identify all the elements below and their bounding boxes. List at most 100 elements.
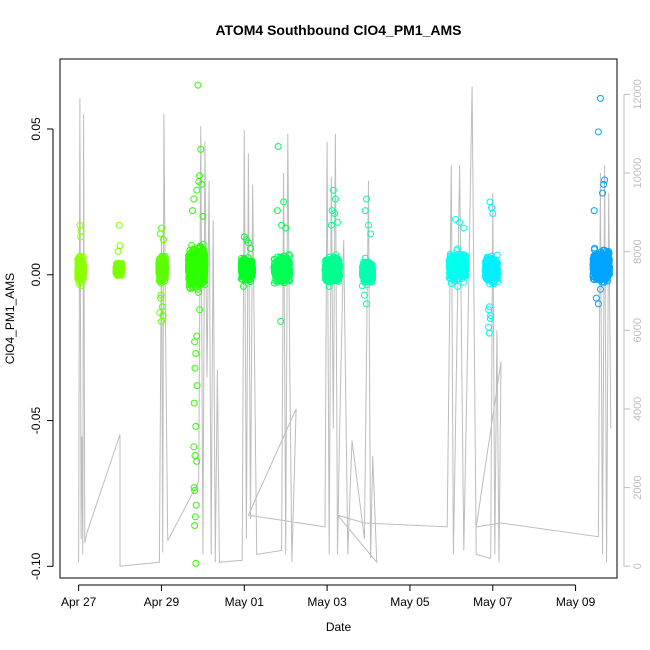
data-point xyxy=(198,180,206,188)
data-point xyxy=(361,207,369,215)
data-point xyxy=(456,266,464,274)
data-point xyxy=(117,260,125,268)
data-point xyxy=(200,263,208,271)
data-point xyxy=(591,244,599,252)
data-point xyxy=(460,224,468,232)
data-point xyxy=(75,280,83,287)
data-point xyxy=(325,282,333,290)
data-point xyxy=(284,265,292,273)
series-10 xyxy=(481,198,502,337)
y-tick-label: 0.00 xyxy=(29,263,43,287)
data-point xyxy=(190,443,198,451)
data-point xyxy=(201,251,209,259)
data-point xyxy=(190,399,198,407)
data-point xyxy=(331,195,339,203)
altitude-tick-label: 8000 xyxy=(632,239,644,263)
data-point xyxy=(193,382,201,390)
data-point xyxy=(360,291,368,299)
data-point xyxy=(191,259,199,267)
data-point xyxy=(192,559,200,567)
series-11 xyxy=(589,94,613,308)
data-point xyxy=(459,256,467,264)
data-point xyxy=(188,241,196,249)
data-point xyxy=(599,246,607,254)
altitude-tick-label: 12000 xyxy=(632,79,644,110)
data-point xyxy=(592,253,600,261)
data-point xyxy=(194,81,202,89)
data-point xyxy=(242,256,249,264)
axes: Apr 27 Apr 29 May 01 May 03 May 05 May 07 May … xyxy=(29,58,644,609)
data-point xyxy=(200,267,208,275)
data-point xyxy=(447,280,455,287)
data-point xyxy=(329,186,337,194)
data-point xyxy=(243,276,251,284)
data-point xyxy=(277,317,285,325)
data-point xyxy=(158,303,166,311)
data-point xyxy=(191,522,199,529)
data-point xyxy=(273,265,281,273)
data-point xyxy=(486,315,494,322)
data-point xyxy=(280,198,288,206)
data-point xyxy=(193,186,201,194)
data-point xyxy=(335,263,343,271)
y-axis-label: ClO4_PM1_AMS xyxy=(3,273,17,364)
data-point xyxy=(247,245,254,252)
data-point xyxy=(596,285,604,293)
data-point xyxy=(598,258,605,266)
data-point xyxy=(446,265,454,273)
data-point xyxy=(601,269,609,277)
data-point xyxy=(600,180,608,188)
data-point xyxy=(280,263,288,271)
data-point xyxy=(365,221,372,229)
series-9 xyxy=(445,215,470,290)
data-point xyxy=(155,261,163,269)
data-point xyxy=(191,452,199,459)
data-point xyxy=(283,274,291,282)
data-point xyxy=(185,268,193,276)
data-point xyxy=(368,267,376,275)
x-tick-label: May 09 xyxy=(556,595,596,609)
data-point xyxy=(191,338,199,346)
series-5 xyxy=(237,233,256,290)
y-tick-label: 0.05 xyxy=(29,117,43,141)
data-point xyxy=(191,513,199,521)
data-point xyxy=(188,250,196,258)
data-point xyxy=(247,275,254,283)
data-point xyxy=(594,300,602,308)
data-point xyxy=(592,294,600,302)
data-point xyxy=(282,224,290,232)
data-point xyxy=(327,261,335,269)
data-point xyxy=(192,422,200,430)
x-tick-label: May 05 xyxy=(390,595,430,609)
data-point xyxy=(200,260,208,268)
scatter-points xyxy=(74,81,613,567)
data-point xyxy=(156,230,164,238)
data-point xyxy=(285,251,293,258)
data-point xyxy=(331,268,339,276)
data-point xyxy=(596,272,604,280)
data-point xyxy=(592,273,600,280)
data-point xyxy=(363,195,370,203)
data-point xyxy=(273,207,281,215)
altitude-line xyxy=(78,86,612,567)
data-point xyxy=(270,255,278,263)
data-point xyxy=(156,260,164,268)
data-point xyxy=(193,457,201,465)
data-point xyxy=(190,195,198,203)
data-point xyxy=(486,266,494,274)
data-point xyxy=(334,218,341,226)
data-point xyxy=(114,247,122,255)
data-point xyxy=(485,306,493,314)
data-point xyxy=(453,252,461,260)
data-point xyxy=(368,270,376,278)
data-point xyxy=(334,267,342,275)
series-3 xyxy=(155,224,169,325)
data-point xyxy=(358,282,366,290)
data-point xyxy=(157,294,165,302)
data-point xyxy=(489,274,497,282)
data-point xyxy=(244,239,252,247)
data-point xyxy=(243,261,251,269)
altitude-profile xyxy=(78,86,612,567)
data-point xyxy=(363,300,370,308)
